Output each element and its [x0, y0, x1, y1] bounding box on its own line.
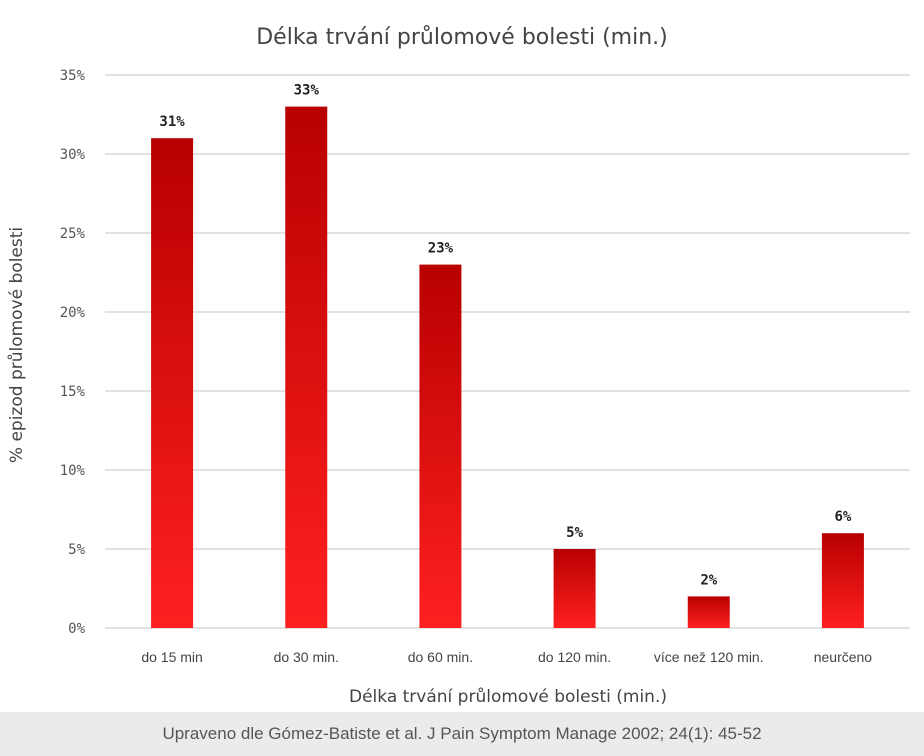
y-tick-label: 15%	[60, 384, 86, 400]
data-label: 33%	[294, 83, 320, 99]
y-tick-label: 25%	[60, 226, 86, 242]
y-axis-title: % epizod průlomové bolesti	[7, 227, 27, 463]
data-label: 31%	[159, 114, 185, 130]
x-category-label: do 30 min.	[274, 649, 339, 665]
data-label: 2%	[700, 572, 717, 588]
x-category-label: neurčeno	[814, 649, 873, 665]
x-category-label: více než 120 min.	[654, 649, 764, 665]
data-label: 23%	[428, 241, 454, 257]
data-label: 6%	[834, 509, 851, 525]
x-category-label: do 120 min.	[538, 649, 611, 665]
x-axis-title: Délka trvání průlomové bolesti (min.)	[349, 687, 667, 707]
x-axis-categories: do 15 min do 30 min. do 60 min. do 120 min.…	[141, 649, 872, 665]
source-citation: Upraveno dle Gómez-Batiste et al. J Pain…	[162, 724, 762, 743]
bars	[151, 106, 864, 629]
x-category-label: do 60 min.	[408, 649, 473, 665]
y-tick-label: 10%	[60, 463, 86, 479]
bar	[151, 138, 194, 628]
data-label: 5%	[566, 525, 583, 541]
bar	[687, 596, 730, 628]
y-tick-label: 30%	[60, 147, 86, 163]
gridlines	[105, 74, 910, 629]
x-category-label: do 15 min	[141, 649, 202, 665]
y-tick-label: 0%	[68, 621, 85, 637]
chart-title: Délka trvání průlomové bolesti (min.)	[256, 25, 668, 50]
y-tick-label: 20%	[60, 305, 86, 321]
bar	[821, 533, 864, 628]
y-tick-label: 5%	[68, 542, 85, 558]
bar	[553, 549, 596, 628]
source-footer: Upraveno dle Gómez-Batiste et al. J Pain…	[0, 712, 924, 756]
y-tick-label: 35%	[60, 68, 86, 84]
bar	[419, 264, 462, 628]
y-axis-ticks: 0% 5% 10% 15% 20% 25% 30% 35%	[60, 68, 86, 637]
data-labels: 31% 33% 23% 5% 2% 6%	[159, 83, 851, 589]
bar-chart: Délka trvání průlomové bolesti (min.) 0%…	[7, 25, 910, 707]
bar	[285, 106, 328, 629]
